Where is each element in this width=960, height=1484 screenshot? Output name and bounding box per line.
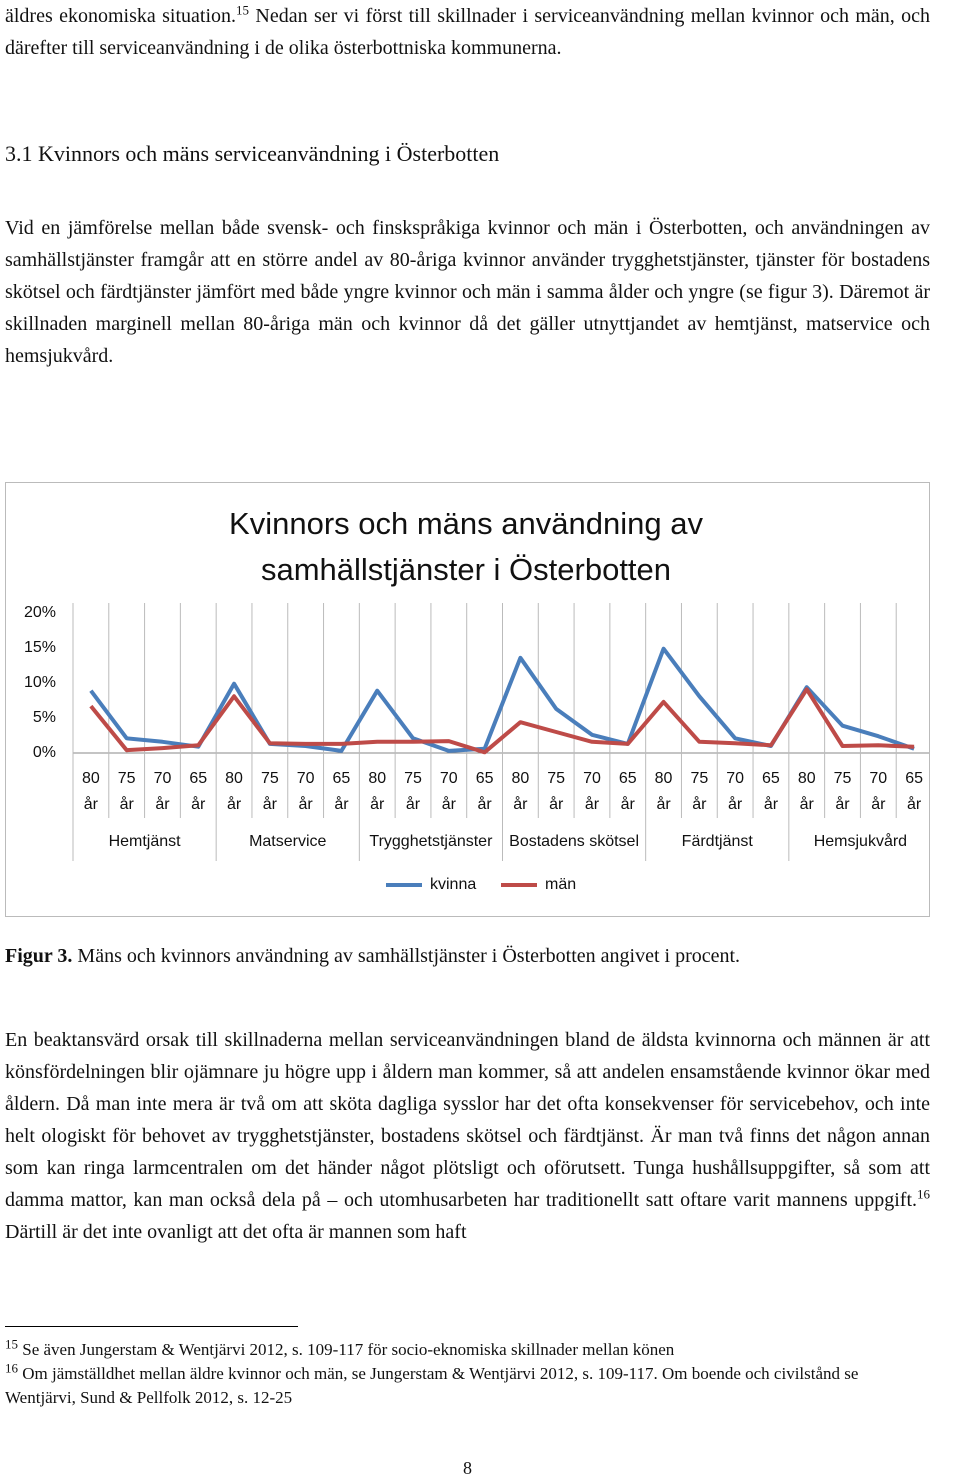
x-tick-label: 75 år xyxy=(117,770,136,813)
x-tick-label: 70 år xyxy=(726,770,745,813)
group-label: Bostadens skötsel xyxy=(509,833,639,850)
footnote-rule xyxy=(5,1326,298,1327)
x-tick-label: 80 år xyxy=(225,770,243,813)
intro: äldres ekonomiska situation.15 Nedan ser… xyxy=(5,0,930,64)
text: Därtill är det inte ovanligt att det oft… xyxy=(5,1221,467,1243)
y-tick-label: 15% xyxy=(23,639,56,656)
group-label: Färdtjänst xyxy=(681,833,753,850)
x-tick-label: 80 år xyxy=(511,770,530,813)
chart-title: Kvinnors och mäns användning av samhälls… xyxy=(229,506,703,587)
page-number: 8 xyxy=(463,1458,472,1478)
footnote-text: Se även Jungerstam & Wentjärvi 2012, s. … xyxy=(22,1340,675,1359)
text: En beaktansvärd orsak till skillnaderna … xyxy=(5,1029,930,1211)
x-tick-label: 80 år xyxy=(81,770,100,813)
y-tick-label: 5% xyxy=(32,709,56,726)
x-tick-label: 70 år xyxy=(296,770,315,813)
y-tick-label: 0% xyxy=(32,744,56,761)
x-tick-label: 65 år xyxy=(762,770,780,813)
x-tick-label: 65 år xyxy=(475,770,494,813)
group-label: Matservice xyxy=(249,833,327,850)
y-tick-label: 20% xyxy=(23,604,56,621)
figure-label: Figur 3. xyxy=(5,945,73,967)
x-tick-label: 75 år xyxy=(260,770,279,813)
group-label: Hemsjukvård xyxy=(813,833,908,850)
x-tick-label: 75 år xyxy=(833,770,852,813)
section-heading: 3.1 Kvinnors och mäns serviceanvändning … xyxy=(5,141,500,166)
legend-label: kvinna xyxy=(430,876,477,893)
x-tick-label: 80 år xyxy=(368,770,387,813)
series-line xyxy=(89,687,915,755)
x-tick-label: 65 år xyxy=(905,770,923,813)
x-tick-label: 70 år xyxy=(869,770,888,813)
footnote-number: 16 xyxy=(5,1360,18,1376)
x-tick-label: 65 år xyxy=(332,770,351,813)
x-tick-label: 70 år xyxy=(583,770,601,813)
caption: Figur 3. Mäns och kvinnors användning av… xyxy=(5,940,930,972)
footnote-ref: 16 xyxy=(917,1186,930,1202)
x-tick-label: 70 år xyxy=(153,770,172,813)
footnote: 16 Om jämställdhet mellan äldre kvinnor … xyxy=(5,1360,930,1410)
x-tick-label: 80 år xyxy=(654,770,673,813)
group-label: Trygghetstjänster xyxy=(369,833,493,850)
text: äldres ekonomiska situation. xyxy=(5,5,237,27)
paragraph: En beaktansvärd orsak till skillnaderna … xyxy=(5,1024,930,1248)
legend-label: män xyxy=(545,876,577,893)
x-tick-label: 75 år xyxy=(690,770,709,813)
chart: Kvinnors och mäns användning av samhälls… xyxy=(5,482,930,917)
footnote-text: Om jämställdhet mellan äldre kvinnor och… xyxy=(5,1364,859,1407)
chart-svg xyxy=(72,603,929,887)
y-tick-label: 10% xyxy=(23,674,56,691)
x-tick-label: 75 år xyxy=(547,770,566,813)
x-tick-label: 65 år xyxy=(189,770,208,813)
footnote: 15 Se även Jungerstam & Wentjärvi 2012, … xyxy=(5,1336,930,1362)
text: Nedan ser vi först till skillnader i ser… xyxy=(5,5,930,59)
footnote-ref: 15 xyxy=(236,2,250,18)
paragraph: Vid en jämförelse mellan både svensk- oc… xyxy=(5,217,930,367)
footnote-number: 15 xyxy=(5,1336,18,1352)
x-tick-label: 80 år xyxy=(797,770,816,813)
x-tick-label: 70 år xyxy=(439,770,458,813)
group-label: Hemtjänst xyxy=(108,833,181,850)
x-tick-label: 65 år xyxy=(618,770,637,813)
x-tick-label: 75 år xyxy=(404,770,422,813)
caption-text: Mäns och kvinnors användning av samhälls… xyxy=(77,945,741,967)
